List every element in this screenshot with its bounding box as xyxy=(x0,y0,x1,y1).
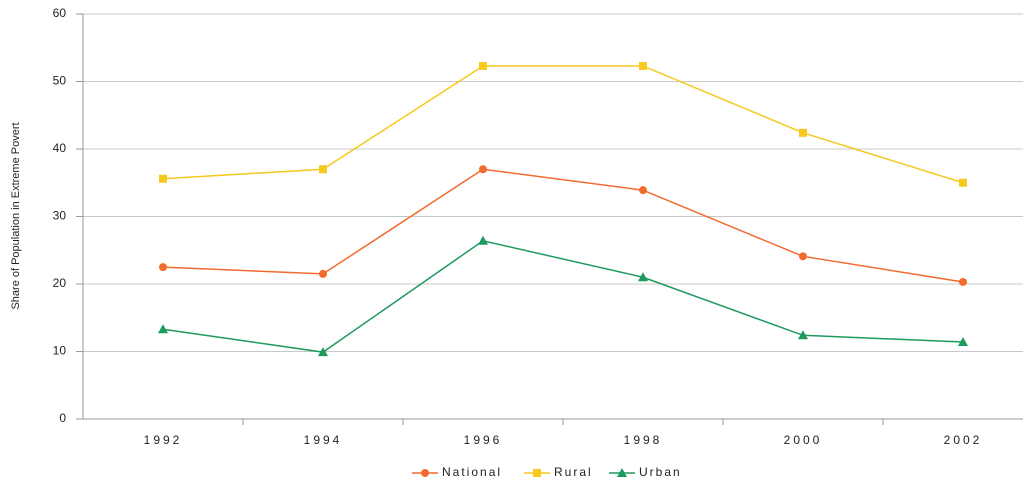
legend-label: Urban xyxy=(639,465,682,479)
x-tick-label: 1998 xyxy=(624,433,663,447)
marker xyxy=(158,324,168,334)
marker xyxy=(959,277,967,286)
marker xyxy=(478,235,488,245)
marker xyxy=(479,61,487,70)
marker xyxy=(638,272,648,282)
y-tick-label: 50 xyxy=(53,74,67,88)
y-tick-label: 10 xyxy=(53,344,67,358)
x-tick-label: 1996 xyxy=(464,433,503,447)
marker xyxy=(159,263,167,272)
y-tick-label: 60 xyxy=(53,6,67,20)
legend-marker xyxy=(617,468,627,477)
marker xyxy=(958,337,968,347)
series-line xyxy=(162,239,964,353)
legend-marker xyxy=(533,469,541,477)
marker xyxy=(799,252,807,261)
legend-label: Rural xyxy=(554,465,593,479)
legend-marker xyxy=(421,469,429,477)
y-axis-label: Share of Population in Extreme Povert xyxy=(10,122,22,309)
marker xyxy=(159,174,167,183)
marker xyxy=(959,178,967,187)
marker xyxy=(639,61,647,70)
y-tick-label: 0 xyxy=(59,411,66,425)
x-tick-label: 2002 xyxy=(944,433,983,447)
y-tick-label: 40 xyxy=(53,141,67,155)
marker xyxy=(318,347,328,357)
x-tick-label: 1994 xyxy=(304,433,343,447)
marker xyxy=(799,128,807,137)
y-tick-label: 30 xyxy=(53,209,67,223)
series-line xyxy=(162,65,964,184)
legend-label: National xyxy=(442,465,502,479)
x-tick-label: 1992 xyxy=(144,433,183,447)
series-line xyxy=(162,168,964,283)
y-tick-label: 20 xyxy=(53,276,67,290)
marker xyxy=(639,186,647,195)
marker xyxy=(319,269,327,278)
marker xyxy=(479,165,487,174)
marker xyxy=(798,330,808,340)
x-tick-label: 2000 xyxy=(784,433,823,447)
marker xyxy=(319,165,327,174)
